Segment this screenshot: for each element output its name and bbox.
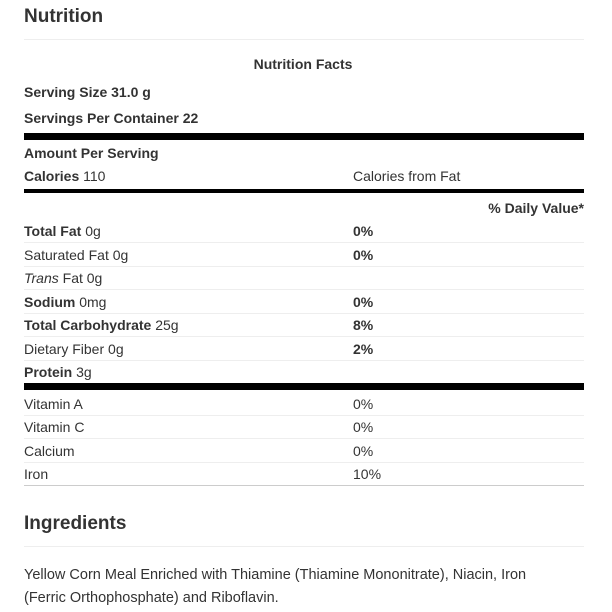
nutrient-name: Total Fat xyxy=(24,223,82,239)
vitamin-label: Vitamin C xyxy=(24,419,85,436)
nutrient-label: Dietary Fiber 0g xyxy=(24,340,124,358)
nutrient-name: Total Carbohydrate xyxy=(24,317,152,333)
nutrient-amount: 0g xyxy=(85,223,101,239)
nutrient-label: Protein 3g xyxy=(24,363,92,381)
row-rule xyxy=(24,415,584,416)
row-rule xyxy=(24,336,584,337)
vitamin-dv: 10% xyxy=(353,465,382,482)
nutrient-amount: 0g xyxy=(86,270,103,286)
nutrient-dv: 0% xyxy=(353,293,374,310)
calories: Calories 110 xyxy=(24,167,105,185)
vitamin-dv: 0% xyxy=(353,442,374,459)
row-rule xyxy=(24,359,584,361)
nutrient-label: Trans Fat 0g xyxy=(24,269,102,287)
nutrient-name: Protein xyxy=(24,364,73,380)
facts-title: Nutrition Facts xyxy=(253,56,353,72)
nutrient-label: Total Fat 0g xyxy=(24,222,101,240)
nutrient-dv: 0% xyxy=(353,246,374,263)
servings-per-container: Servings Per Container 22 xyxy=(24,110,199,126)
calories-from-fat: Calories from Fat xyxy=(353,168,461,184)
nutrient-amount: 0mg xyxy=(79,293,107,310)
vitamin-dv: 0% xyxy=(353,419,374,436)
row-rule xyxy=(24,312,584,314)
thick-rule xyxy=(24,133,584,140)
vitamin-label: Vitamin A xyxy=(24,396,83,412)
nutrient-label: Total Carbohydrate 25g xyxy=(24,316,179,334)
daily-value-header: % Daily Value* xyxy=(488,200,584,216)
row-rule xyxy=(24,265,584,267)
section-title: Nutrition xyxy=(24,6,104,27)
divider xyxy=(24,39,584,40)
row-rule xyxy=(24,461,584,463)
vitamin-label: Calcium xyxy=(24,442,75,459)
row-rule xyxy=(24,438,584,440)
nutrient-prefix: Trans xyxy=(24,270,59,286)
nutrient-name: Saturated Fat xyxy=(24,246,109,263)
nutrient-amount: 0g xyxy=(108,340,124,357)
row-rule xyxy=(24,242,584,243)
ingredients-line: (Ferric Orthophosphate) and Riboflavin. xyxy=(24,590,279,606)
nutrient-name: Sodium xyxy=(24,293,76,310)
nutrient-name: Fat xyxy=(62,270,83,286)
medium-rule xyxy=(24,189,584,193)
thick-rule xyxy=(24,383,584,390)
nutrient-dv: 2% xyxy=(353,340,374,357)
nutrient-dv: 8% xyxy=(353,317,374,333)
row-rule xyxy=(24,289,584,290)
amount-per-serving: Amount Per Serving xyxy=(24,145,159,161)
divider xyxy=(24,546,584,547)
nutrient-amount: 25g xyxy=(155,317,179,333)
vitamin-label: Iron xyxy=(24,465,49,482)
serving-size: Serving Size 31.0 g xyxy=(24,84,151,100)
row-rule xyxy=(24,484,584,486)
nutrient-dv: 0% xyxy=(353,223,374,239)
calories-amount: 110 xyxy=(83,168,106,184)
nutrient-amount: 3g xyxy=(76,364,92,380)
nutrient-label: Sodium 0mg xyxy=(24,293,106,311)
nutrient-label: Saturated Fat 0g xyxy=(24,246,128,264)
section-title: Ingredients xyxy=(24,513,127,534)
nutrient-amount: 0g xyxy=(112,246,129,263)
ingredients-line: Yellow Corn Meal Enriched with Thiamine … xyxy=(24,567,527,583)
vitamin-dv: 0% xyxy=(353,396,374,412)
nutrient-name: Dietary Fiber xyxy=(24,340,105,357)
calories-label: Calories xyxy=(24,168,80,184)
